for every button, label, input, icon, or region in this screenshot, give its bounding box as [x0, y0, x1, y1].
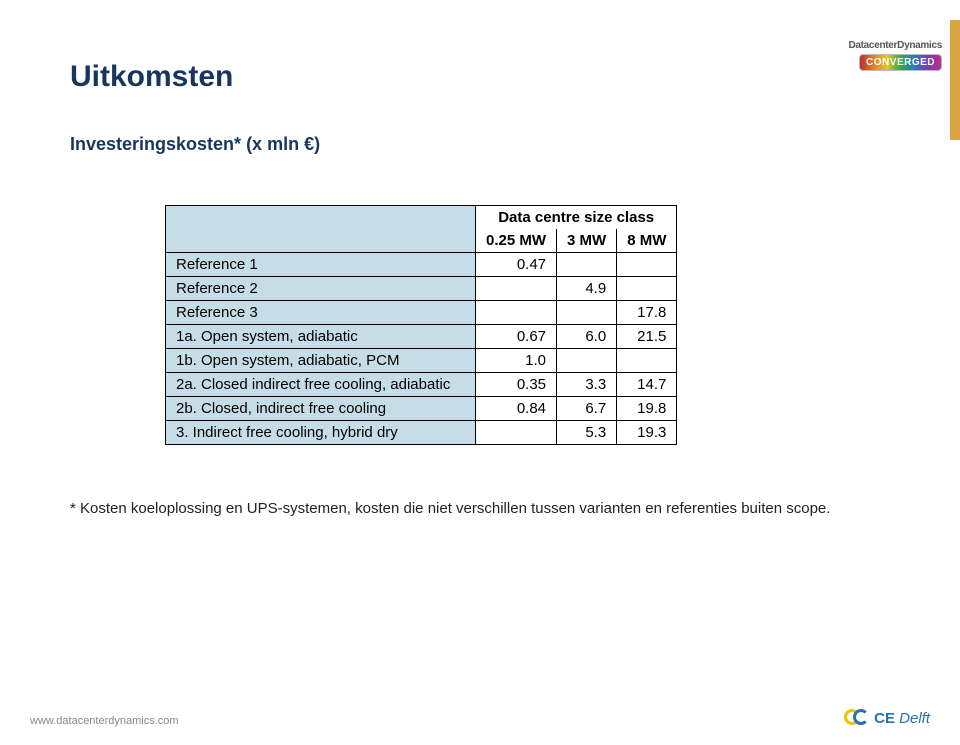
partner-logo: CE Delft — [844, 709, 930, 727]
row-val: 6.7 — [557, 397, 617, 421]
row-val: 5.3 — [557, 421, 617, 445]
row-val: 1.0 — [476, 349, 557, 373]
accent-sidebar — [950, 20, 960, 140]
table-col-2: 8 MW — [617, 229, 677, 253]
row-label: 3. Indirect free cooling, hybrid dry — [166, 421, 476, 445]
cost-table: Data centre size class 0.25 MW 3 MW 8 MW… — [165, 205, 677, 445]
row-val: 21.5 — [617, 325, 677, 349]
table-row: 2a. Closed indirect free cooling, adiaba… — [166, 373, 677, 397]
row-label: 2b. Closed, indirect free cooling — [166, 397, 476, 421]
row-val: 6.0 — [557, 325, 617, 349]
footnote-text: * Kosten koeloplossing en UPS-systemen, … — [70, 500, 890, 517]
page-subtitle: Investeringskosten* (x mln €) — [70, 134, 890, 155]
row-label: 2a. Closed indirect free cooling, adiaba… — [166, 373, 476, 397]
row-label: Reference 3 — [166, 301, 476, 325]
row-label: 1b. Open system, adiabatic, PCM — [166, 349, 476, 373]
partner-logo-text: CE Delft — [874, 710, 930, 727]
row-val — [557, 253, 617, 277]
row-label: 1a. Open system, adiabatic — [166, 325, 476, 349]
row-val — [617, 277, 677, 301]
row-val — [476, 301, 557, 325]
slide-footer: www.datacenterdynamics.com CE Delft — [30, 709, 930, 727]
row-val: 14.7 — [617, 373, 677, 397]
slide-content: Uitkomsten Investeringskosten* (x mln €)… — [70, 60, 890, 517]
row-val — [476, 277, 557, 301]
table-row: 2b. Closed, indirect free cooling 0.84 6… — [166, 397, 677, 421]
row-val: 3.3 — [557, 373, 617, 397]
table-row: 3. Indirect free cooling, hybrid dry 5.3… — [166, 421, 677, 445]
row-val: 17.8 — [617, 301, 677, 325]
table-col-0: 0.25 MW — [476, 229, 557, 253]
row-val — [557, 301, 617, 325]
row-val — [557, 349, 617, 373]
table-row: 1b. Open system, adiabatic, PCM 1.0 — [166, 349, 677, 373]
table-row: 1a. Open system, adiabatic 0.67 6.0 21.5 — [166, 325, 677, 349]
table-body: Reference 1 0.47 Reference 2 4.9 Referen… — [166, 253, 677, 445]
page-title: Uitkomsten — [70, 60, 890, 94]
row-val: 0.47 — [476, 253, 557, 277]
row-label: Reference 1 — [166, 253, 476, 277]
row-val: 0.35 — [476, 373, 557, 397]
footer-url: www.datacenterdynamics.com — [30, 715, 179, 727]
row-label: Reference 2 — [166, 277, 476, 301]
row-val: 19.3 — [617, 421, 677, 445]
row-val: 4.9 — [557, 277, 617, 301]
row-val — [476, 421, 557, 445]
table-corner-cell — [166, 206, 476, 230]
row-val — [617, 349, 677, 373]
table-row: Reference 3 17.8 — [166, 301, 677, 325]
table-row: Reference 1 0.47 — [166, 253, 677, 277]
table-header-blank — [166, 229, 476, 253]
table-col-1: 3 MW — [557, 229, 617, 253]
row-val — [617, 253, 677, 277]
ce-delft-icon — [844, 709, 870, 727]
row-val: 19.8 — [617, 397, 677, 421]
row-val: 0.84 — [476, 397, 557, 421]
brand-name: DatacenterDynamics — [848, 40, 942, 51]
table-header-title: Data centre size class — [476, 206, 677, 230]
table-row: Reference 2 4.9 — [166, 277, 677, 301]
row-val: 0.67 — [476, 325, 557, 349]
